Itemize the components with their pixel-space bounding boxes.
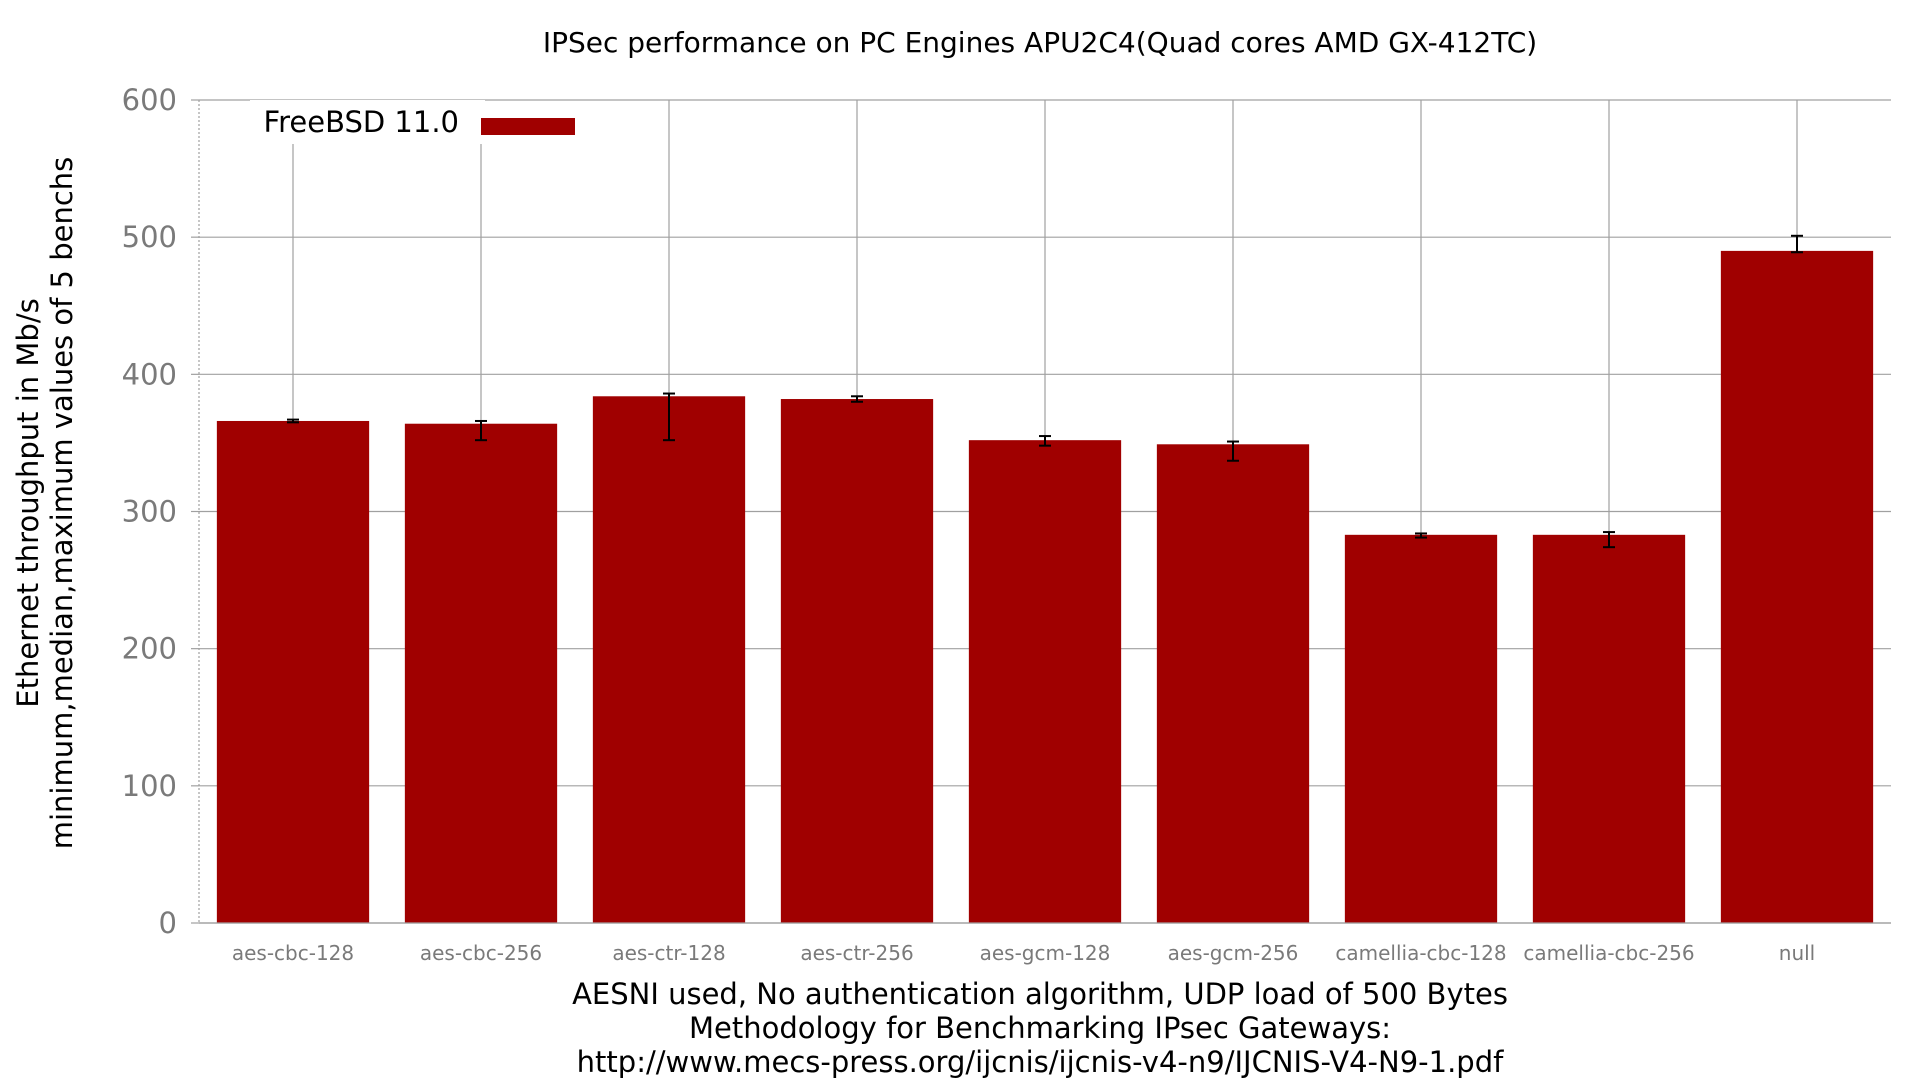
axis-layer: 0 100 200 300 400 500 600 aes-cbc-128 aes-cbc-25… (122, 83, 1891, 965)
error-bar-camellia-cbc-128 (1415, 532, 1427, 539)
x-tick-label-aes-ctr-256: aes-ctr-256 (800, 941, 913, 965)
x-axis-label-line-2: Methodology for Benchmarking IPsec Gatew… (689, 1011, 1391, 1045)
bar-aes-cbc-128 (216, 420, 370, 923)
error-bar-aes-cbc-128 (287, 418, 299, 424)
x-tick-label-aes-ctr-128: aes-ctr-128 (612, 941, 725, 965)
error-bar-aes-cbc-256 (475, 419, 487, 442)
y-tick-label: 500 (122, 220, 177, 254)
y-axis-label: Ethernet throughput in Mb/s minimum,medi… (11, 157, 79, 850)
legend: FreeBSD 11.0 (250, 100, 575, 144)
error-bar-camellia-cbc-256 (1603, 531, 1615, 549)
x-tick-label-aes-gcm-256: aes-gcm-256 (1168, 941, 1299, 965)
y-tick-label: 300 (122, 495, 177, 529)
y-tick-label: 0 (159, 906, 177, 940)
x-axis-label: AESNI used, No authentication algorithm,… (572, 977, 1508, 1079)
legend-background (250, 100, 485, 144)
bar-aes-gcm-256 (1156, 444, 1310, 923)
error-bars-layer (287, 234, 1803, 549)
y-axis-label-line-2: minimum,median,maximum values of 5 bench… (45, 157, 79, 850)
x-axis-label-line-3: http://www.mecs-press.org/ijcnis/ijcnis-… (577, 1045, 1504, 1079)
bar-null (1720, 250, 1874, 924)
bar-camellia-cbc-128 (1344, 534, 1498, 923)
error-bar-aes-gcm-128 (1039, 435, 1051, 447)
bar-aes-ctr-128 (592, 396, 746, 923)
bars-layer (216, 250, 1874, 924)
bar-aes-ctr-256 (780, 399, 934, 924)
x-tick-label-aes-gcm-128: aes-gcm-128 (980, 941, 1111, 965)
y-tick-label: 100 (122, 769, 177, 803)
y-axis-label-line-1: Ethernet throughput in Mb/s (11, 298, 45, 707)
y-tick-label: 600 (122, 83, 177, 117)
error-bar-null (1791, 234, 1803, 254)
bar-aes-cbc-256 (404, 423, 558, 923)
x-axis-label-line-1: AESNI used, No authentication algorithm,… (572, 977, 1508, 1011)
bar-camellia-cbc-256 (1532, 534, 1686, 923)
bar-aes-gcm-128 (968, 440, 1122, 923)
x-tick-label-camellia-cbc-128: camellia-cbc-128 (1335, 941, 1506, 965)
x-tick-label-aes-cbc-256: aes-cbc-256 (420, 941, 542, 965)
legend-swatch (481, 118, 575, 135)
chart-title: IPSec performance on PC Engines APU2C4(Q… (543, 26, 1537, 59)
x-tick-label-camellia-cbc-256: camellia-cbc-256 (1523, 941, 1694, 965)
legend-label: FreeBSD 11.0 (264, 105, 459, 139)
error-bar-aes-gcm-256 (1227, 440, 1239, 462)
y-tick-label: 400 (122, 357, 177, 391)
error-bar-aes-ctr-256 (851, 395, 863, 403)
x-tick-label-null: null (1779, 941, 1815, 965)
y-tick-label: 200 (122, 632, 177, 666)
error-bar-aes-ctr-128 (663, 392, 675, 442)
x-tick-label-aes-cbc-128: aes-cbc-128 (232, 941, 354, 965)
